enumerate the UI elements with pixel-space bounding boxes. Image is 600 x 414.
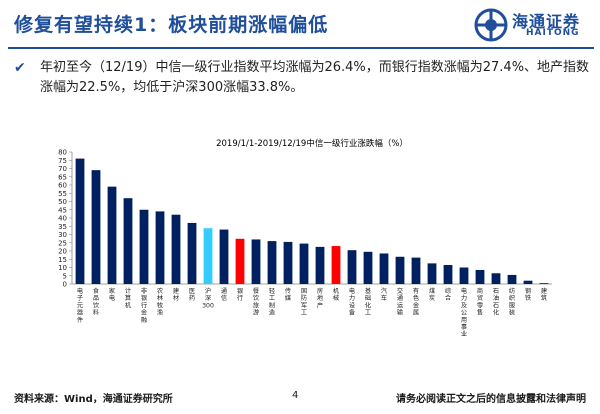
bar bbox=[267, 241, 277, 284]
y-tick-label: 60 bbox=[58, 182, 67, 190]
x-tick-label: 基础化工 bbox=[365, 287, 371, 317]
bar bbox=[123, 198, 133, 284]
y-tick-label: 10 bbox=[58, 264, 67, 272]
y-tick-label: 40 bbox=[58, 215, 67, 223]
bar bbox=[523, 280, 533, 284]
bar bbox=[187, 222, 197, 284]
logo-text-en: HAITONG bbox=[526, 28, 580, 38]
x-tick-label: 电力及公用事业 bbox=[461, 287, 467, 338]
y-tick-label: 45 bbox=[58, 206, 67, 214]
page-title: 修复有望持续1：板块前期涨幅偏低 bbox=[14, 14, 329, 36]
header-divider bbox=[8, 47, 594, 49]
haitong-logo: 海通证券 HAITONG bbox=[474, 6, 594, 44]
x-tick-label: 房地产 bbox=[317, 287, 323, 309]
y-tick-label: 75 bbox=[58, 157, 67, 165]
x-tick-label: 煤炭 bbox=[429, 287, 435, 302]
x-tick-label: 银行 bbox=[237, 287, 243, 302]
bar bbox=[235, 238, 245, 284]
y-tick-label: 35 bbox=[58, 223, 67, 231]
x-tick-label: 计算机 bbox=[125, 287, 132, 309]
key-point: ✔ 年初至今（12/19）中信一级行业指数平均涨幅为26.4%，而银行指数涨幅为… bbox=[14, 58, 594, 102]
x-tick-label: 电子元器件 bbox=[77, 287, 84, 324]
x-tick-label: 石油石化 bbox=[493, 288, 499, 317]
x-tick-label: 国防军工 bbox=[301, 288, 307, 317]
x-tick-label: 电力设备 bbox=[349, 287, 356, 317]
y-tick-label: 80 bbox=[58, 149, 67, 157]
x-tick-label: 医药 bbox=[189, 288, 195, 302]
y-tick-label: 65 bbox=[58, 173, 67, 181]
bar bbox=[331, 246, 341, 284]
x-tick-label: 商贸零售 bbox=[477, 287, 483, 317]
x-tick-label: 汽车 bbox=[381, 287, 387, 302]
y-tick-label: 0 bbox=[63, 281, 67, 289]
bar bbox=[347, 250, 357, 284]
bar bbox=[251, 239, 261, 284]
y-tick-label: 70 bbox=[58, 165, 67, 173]
bar bbox=[203, 228, 213, 284]
bar bbox=[395, 256, 405, 284]
bar bbox=[539, 283, 549, 284]
bar bbox=[299, 243, 309, 284]
x-tick-label: 机械 bbox=[333, 287, 340, 302]
bar bbox=[443, 265, 453, 284]
bar bbox=[379, 253, 389, 284]
bar bbox=[75, 158, 85, 284]
x-tick-label: 纺织服装 bbox=[509, 287, 515, 317]
x-tick-label: 传媒 bbox=[285, 287, 292, 302]
bar bbox=[475, 269, 485, 284]
bar bbox=[363, 251, 373, 284]
bar bbox=[315, 246, 325, 284]
logo-text-cn: 海通证券 bbox=[512, 12, 581, 31]
source-note: 资料来源：Wind，海通证券研究所 bbox=[14, 394, 173, 405]
y-tick-label: 15 bbox=[58, 256, 67, 264]
x-tick-label: 非银行金融 bbox=[141, 287, 148, 324]
bar bbox=[139, 209, 149, 284]
bar bbox=[171, 214, 181, 284]
x-tick-label: 农林牧渔 bbox=[157, 287, 164, 317]
bar bbox=[283, 241, 293, 284]
bar bbox=[507, 274, 517, 284]
disclaimer: 请务必阅读正文之后的信息披露和法律声明 bbox=[396, 394, 586, 405]
chart-title: 2019/1/1-2019/12/19中信一级行业涨跌幅（%） bbox=[216, 138, 408, 149]
haitong-emblem-icon bbox=[474, 8, 508, 42]
bar bbox=[491, 273, 501, 284]
x-tick-label: 沪深 300 bbox=[202, 287, 214, 309]
bar bbox=[219, 229, 229, 284]
bar bbox=[427, 263, 437, 284]
x-tick-label: 建筑 bbox=[541, 287, 548, 302]
x-tick-label: 钢铁 bbox=[525, 287, 531, 302]
page-number: 4 bbox=[292, 390, 299, 401]
bar bbox=[411, 257, 421, 284]
slide-header: 修复有望持续1：板块前期涨幅偏低 海通证券 HAITONG bbox=[0, 0, 600, 49]
bar bbox=[459, 267, 469, 284]
x-tick-label: 交通运输 bbox=[397, 287, 404, 317]
x-tick-label: 餐饮旅游 bbox=[253, 287, 260, 317]
industry-returns-chart: 2019/1/1-2019/12/19中信一级行业涨跌幅（%） 051015202… bbox=[58, 138, 552, 338]
x-tick-label: 综合 bbox=[445, 287, 451, 302]
x-tick-label: 建材 bbox=[173, 287, 179, 302]
bar bbox=[107, 186, 117, 284]
x-tick-label: 家电 bbox=[109, 287, 115, 302]
y-tick-label: 25 bbox=[58, 239, 67, 247]
y-tick-label: 5 bbox=[63, 272, 67, 280]
checkmark-icon: ✔ bbox=[14, 60, 26, 76]
key-point-text: 年初至今（12/19）中信一级行业指数平均涨幅为26.4%，而银行指数涨幅为27… bbox=[40, 60, 590, 95]
y-tick-label: 55 bbox=[58, 190, 67, 198]
y-tick-label: 30 bbox=[58, 231, 67, 239]
x-tick-label: 食品饮料 bbox=[93, 287, 100, 317]
x-tick-label: 轻工制造 bbox=[269, 287, 275, 317]
y-tick-label: 20 bbox=[58, 248, 67, 256]
bar bbox=[91, 170, 101, 284]
x-tick-label: 通信 bbox=[221, 287, 227, 302]
x-tick-label: 有色金属 bbox=[413, 287, 420, 317]
bar bbox=[155, 211, 165, 284]
y-tick-label: 50 bbox=[58, 198, 67, 206]
slide-footer: 资料来源：Wind，海通证券研究所 4 请务必阅读正文之后的信息披露和法律声明 bbox=[0, 386, 600, 414]
